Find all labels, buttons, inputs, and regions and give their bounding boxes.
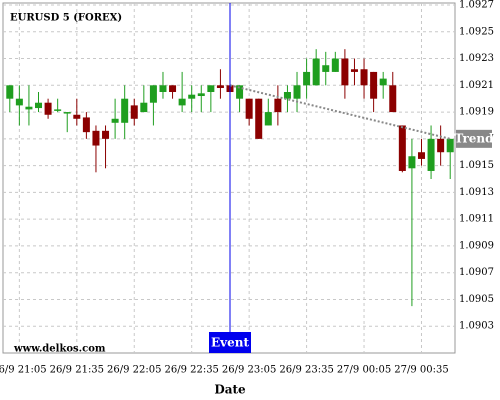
- watermark: www.delkos.com: [13, 344, 106, 355]
- candle-body: [111, 118, 119, 123]
- x-axis-label: Date: [214, 383, 246, 397]
- candle-body: [130, 105, 138, 119]
- x-tick-label: 27/9 00:05: [337, 365, 391, 376]
- x-tick-label: 27/9 00:35: [394, 365, 448, 376]
- x-tick-label: 26/9 22:35: [164, 365, 218, 376]
- y-tick-label: 1.0921: [459, 80, 494, 91]
- candle-body: [437, 138, 445, 153]
- candle-body: [427, 138, 435, 171]
- candle-body: [73, 114, 81, 119]
- candle-body: [54, 109, 62, 111]
- candle-body: [140, 102, 148, 113]
- candle-body: [274, 98, 282, 113]
- candle-body: [121, 98, 129, 123]
- candle-body: [197, 93, 205, 97]
- y-tick-label: 1.0905: [459, 294, 494, 305]
- candle-body: [370, 71, 378, 99]
- candle-body: [398, 125, 406, 171]
- chart-title: EURUSD 5 (FOREX): [10, 13, 122, 24]
- candle-body: [216, 85, 224, 88]
- candle-body: [35, 102, 43, 109]
- candle-body: [207, 85, 215, 92]
- candle-body: [188, 94, 196, 99]
- candle-body: [350, 69, 358, 72]
- plot-frame: [2, 2, 456, 354]
- y-tick-label: 1.0927: [459, 0, 494, 11]
- candle-body: [283, 92, 291, 99]
- candle-body: [446, 138, 454, 153]
- candle-body: [44, 102, 52, 115]
- event-label-box: [209, 332, 251, 353]
- candle-body: [360, 69, 368, 86]
- candle-body: [341, 58, 349, 86]
- candle-body: [236, 85, 244, 99]
- trend-label-box: [456, 129, 492, 148]
- y-tick-label: 1.0925: [459, 26, 494, 37]
- candle-body: [293, 85, 301, 99]
- candle-body: [322, 65, 330, 72]
- y-tick-label: 1.0915: [459, 160, 494, 171]
- x-tick-label: 26/9 21:35: [50, 365, 104, 376]
- candle-body: [102, 130, 110, 139]
- candle-body: [159, 85, 167, 92]
- candle-body: [408, 156, 416, 169]
- y-tick-label: 1.0923: [459, 53, 494, 64]
- y-tick-label: 1.0913: [459, 187, 494, 198]
- y-tick-label: 1.0909: [459, 240, 494, 251]
- event-label: Event: [211, 336, 249, 350]
- candle-body: [245, 98, 253, 119]
- y-tick-label: 1.0919: [459, 107, 494, 118]
- candle-body: [389, 85, 397, 113]
- x-tick-label: 26/9 21:05: [0, 365, 47, 376]
- y-tick-label: 1.0903: [459, 321, 494, 332]
- candle-body: [379, 78, 387, 86]
- candle-body: [92, 130, 100, 146]
- x-tick-label: 26/9 23:35: [279, 365, 333, 376]
- candle-body: [25, 106, 33, 110]
- x-tick-label: 26/9 22:05: [107, 365, 161, 376]
- candle-body: [6, 85, 14, 99]
- candle-body: [331, 58, 339, 72]
- candle-body: [63, 112, 71, 114]
- candle-body: [255, 98, 263, 139]
- candle-body: [264, 112, 272, 126]
- candle-body: [15, 98, 23, 106]
- candle-body: [312, 58, 320, 86]
- y-tick-label: 1.0911: [459, 214, 494, 225]
- candle-body: [82, 117, 90, 133]
- trend-label: Trend: [454, 131, 494, 145]
- candle-body: [303, 71, 311, 86]
- candle-body: [169, 85, 177, 92]
- x-tick-label: 26/9 23:05: [222, 365, 276, 376]
- candle-body: [178, 98, 186, 106]
- candle-body: [149, 85, 157, 103]
- y-tick-label: 1.0907: [459, 267, 494, 278]
- trend-line: [229, 84, 451, 140]
- candle-body: [417, 152, 425, 159]
